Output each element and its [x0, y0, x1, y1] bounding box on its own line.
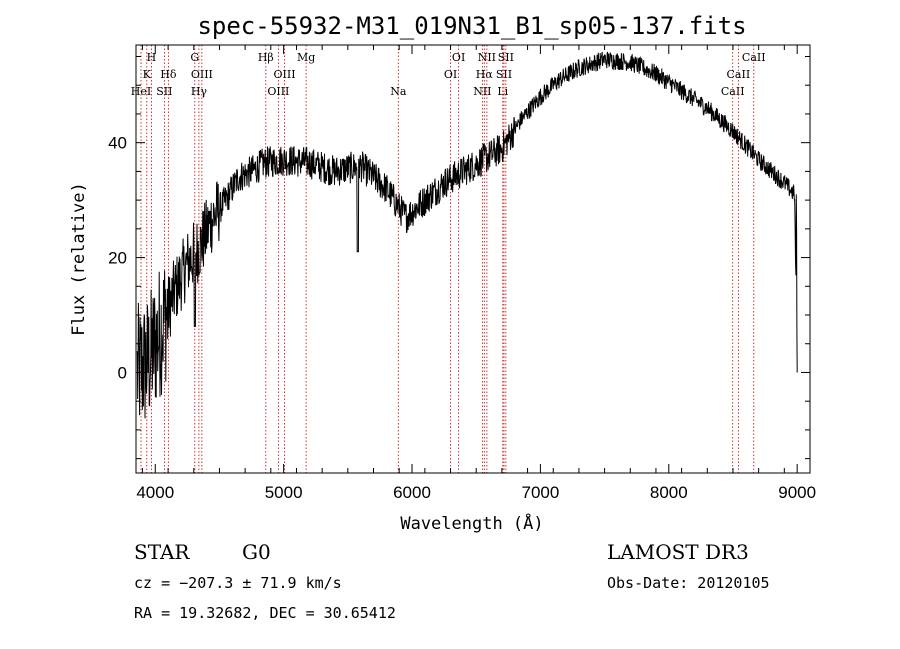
line-marker-label: Hβ: [258, 51, 274, 64]
x-axis-label: Wavelength (Å): [400, 512, 543, 534]
velocity-text: cz = −207.3 ± 71.9 km/s: [134, 574, 342, 592]
object-class: STAR: [134, 540, 190, 564]
line-marker-label: OIII: [191, 68, 213, 81]
axis-ticks: 4000 5000 6000 7000 8000 9000 0 20 40: [108, 45, 816, 502]
line-marker-label: SII: [156, 85, 172, 98]
line-marker-label: SII: [496, 68, 512, 81]
line-marker-label: Hδ: [160, 68, 177, 81]
line-markers: HeIKHSIIHδGHγOIIIHβOIIIOIIIMgNaOIOINIIHα…: [131, 45, 766, 473]
y-tick-label: 0: [118, 363, 127, 382]
plot-frame: [135, 44, 811, 474]
survey-name: LAMOST DR3: [607, 540, 749, 564]
line-marker-label: CaII: [742, 51, 766, 64]
x-tick-label: 9000: [778, 483, 816, 502]
line-marker-label: OIII: [274, 68, 296, 81]
line-marker-label: OI: [452, 51, 465, 64]
x-tick-label: 7000: [521, 483, 559, 502]
obs-date: Obs-Date: 20120105: [607, 574, 770, 592]
line-marker-label: Li: [497, 85, 508, 98]
spectrum-series: [136, 51, 798, 419]
line-marker-label: NII: [473, 85, 491, 98]
line-marker-label: Mg: [297, 51, 315, 64]
x-tick-label: 8000: [650, 483, 688, 502]
line-marker-label: K: [143, 68, 152, 81]
line-marker-label: OI: [444, 68, 457, 81]
x-tick-label: 5000: [265, 483, 303, 502]
chart-title: spec-55932-M31_019N31_B1_sp05-137.fits: [197, 12, 746, 40]
line-marker-label: Hγ: [191, 85, 208, 98]
y-tick-label: 20: [108, 249, 127, 268]
line-marker-label: Hα: [476, 68, 494, 81]
line-marker-label: HeI: [131, 85, 151, 98]
y-tick-label: 40: [108, 134, 127, 153]
x-tick-label: 6000: [393, 483, 431, 502]
x-tick-label: 4000: [136, 483, 174, 502]
coordinates: RA = 19.32682, DEC = 30.65412: [134, 604, 396, 622]
line-marker-label: OIII: [267, 85, 289, 98]
line-marker-label: G: [190, 51, 199, 64]
line-marker-label: H: [147, 51, 157, 64]
line-marker-label: Na: [390, 85, 407, 98]
y-axis-label: Flux (relative): [69, 182, 89, 336]
spectrum-line: [136, 51, 798, 419]
line-marker-label: CaII: [727, 68, 751, 81]
line-marker-label: CaII: [721, 85, 745, 98]
line-marker-label: NII: [478, 51, 496, 64]
object-subclass: G0: [242, 540, 271, 564]
line-marker-label: SII: [498, 51, 514, 64]
